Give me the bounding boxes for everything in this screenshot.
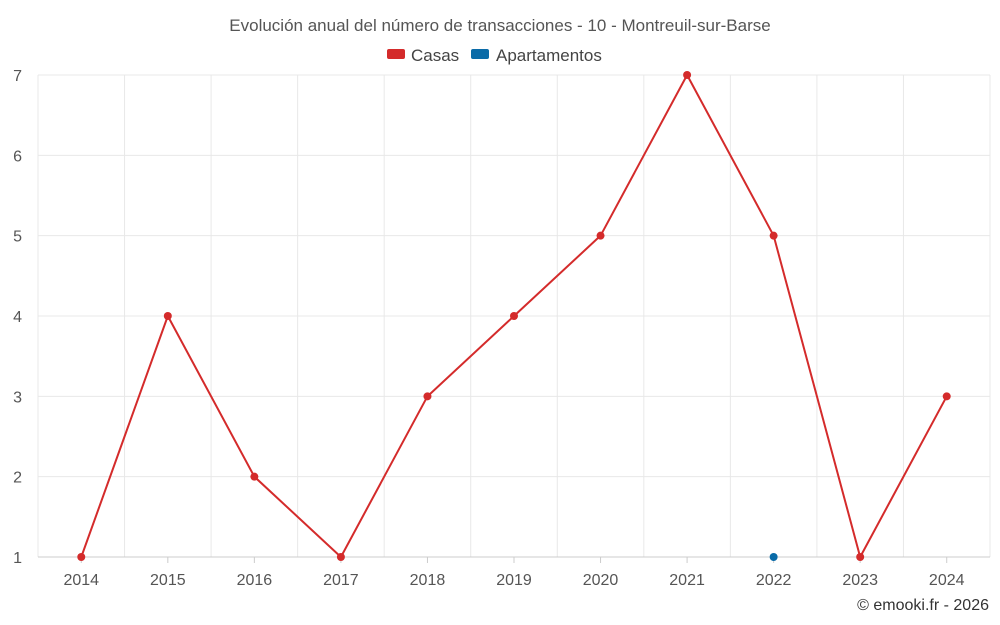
data-point-casas-2015[interactable]	[163, 312, 172, 320]
x-tick-label: 2015	[150, 572, 186, 589]
data-point-apartamentos-2022[interactable]	[769, 553, 778, 561]
legend-swatch-casas	[387, 49, 405, 59]
x-tick-label: 2020	[583, 572, 619, 589]
data-point-casas-2014[interactable]	[77, 553, 86, 561]
y-tick-label: 3	[13, 389, 22, 406]
y-tick-label: 5	[13, 229, 22, 246]
x-tick-label: 2023	[842, 572, 878, 589]
y-tick-label: 4	[13, 309, 22, 326]
legend: Casas Apartamentos	[387, 46, 602, 65]
grid	[37, 74, 991, 557]
data-point-casas-2020[interactable]	[596, 231, 605, 240]
legend-label-casas[interactable]: Casas	[411, 46, 459, 65]
data-point-casas-2017[interactable]	[336, 553, 345, 561]
credit-text: © emooki.fr - 2026	[857, 597, 989, 614]
x-tick-label: 2022	[756, 572, 792, 589]
x-tick-label: 2018	[410, 572, 446, 589]
x-tick-label: 2014	[63, 572, 99, 589]
y-tick-label: 2	[13, 470, 22, 487]
axes: 1 2 3 4 5 6 7 2014 2015 2016 2017 2018 2019 2020 2021 2…	[13, 68, 990, 589]
data-point-casas-2016[interactable]	[250, 472, 259, 481]
y-tick-label: 1	[13, 550, 22, 567]
data-point-casas-2022[interactable]	[769, 231, 778, 240]
legend-swatch-apartamentos	[471, 49, 489, 59]
data-point-casas-2018[interactable]	[423, 392, 432, 401]
data-point-casas-2021[interactable]	[683, 71, 692, 79]
x-tick-label: 2021	[669, 572, 705, 589]
data-point-casas-2023[interactable]	[856, 553, 865, 561]
chart-title: Evolución anual del número de transaccio…	[229, 16, 770, 35]
data-point-casas-2019[interactable]	[510, 312, 518, 320]
legend-label-apartamentos[interactable]: Apartamentos	[496, 46, 602, 65]
x-tick-label: 2019	[496, 572, 532, 589]
x-tick-label: 2016	[237, 572, 273, 589]
data-point-casas-2024[interactable]	[942, 392, 951, 401]
y-tick-label: 6	[13, 148, 22, 165]
series	[77, 71, 951, 561]
x-tick-label: 2024	[929, 572, 965, 589]
y-tick-label: 7	[13, 68, 22, 85]
x-tick-label: 2017	[323, 572, 359, 589]
